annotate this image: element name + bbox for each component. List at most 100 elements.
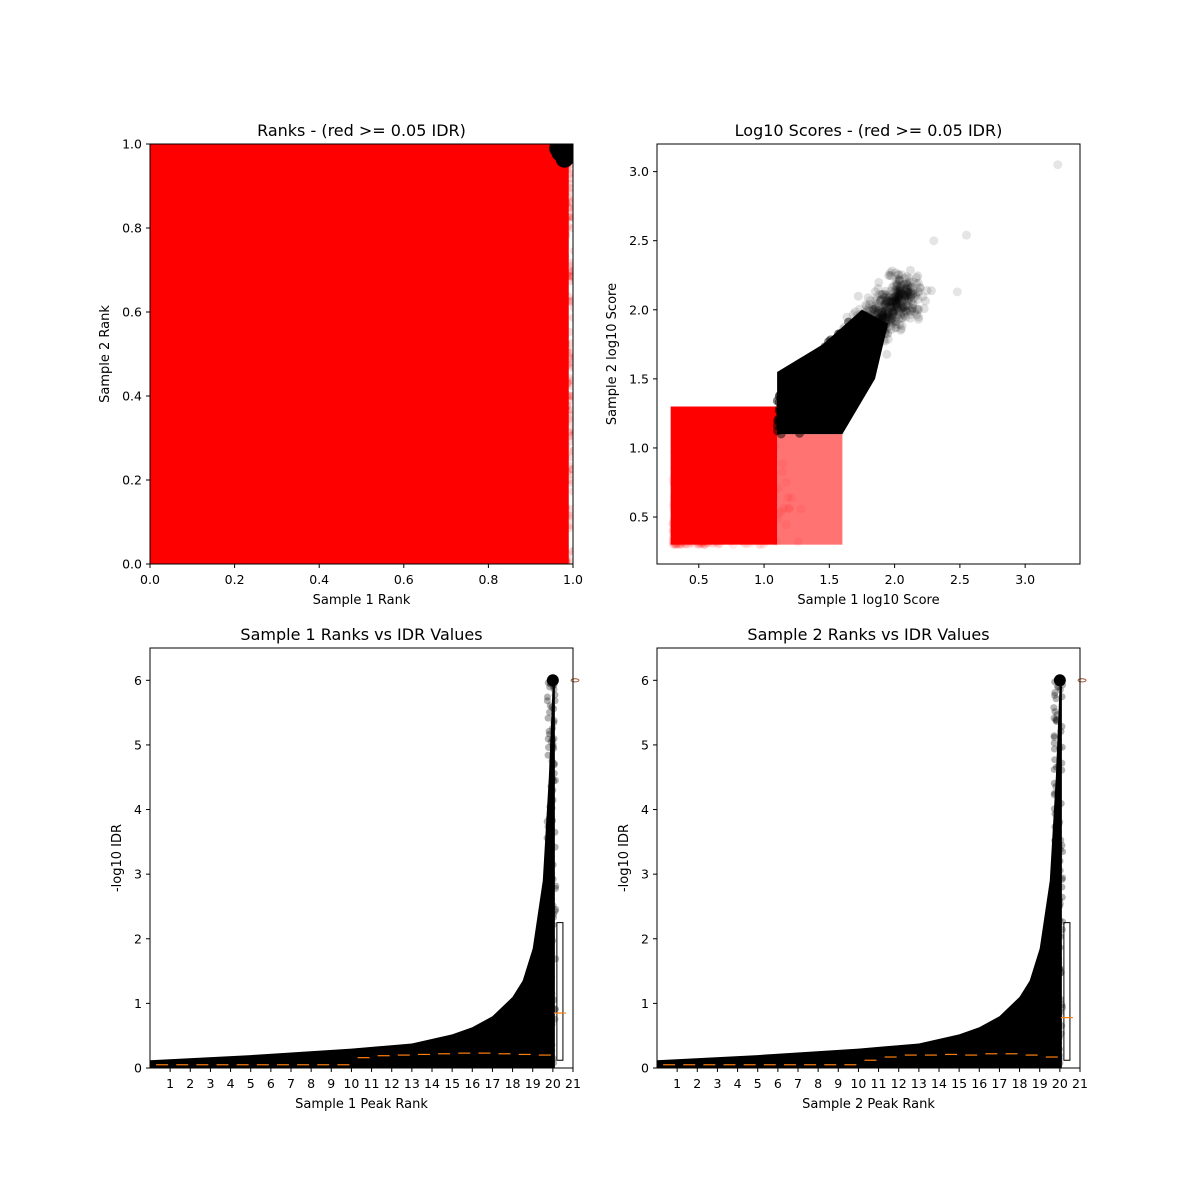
red-rank-point [568,465,573,474]
sample2-boxplot-box [1063,922,1071,1061]
red-rank-point [566,179,573,188]
black-score-point [901,283,911,293]
sample1-idr-point [544,735,552,743]
red-rank-point [559,167,568,176]
black-score-point [862,301,872,311]
log10-y-axis-label: Sample 2 log10 Score [605,283,620,425]
sample1-idr-point [551,843,559,851]
black-score-point [914,304,924,314]
black-score-point [906,309,916,319]
sample2-outlier-marker [1077,678,1087,683]
black-score-point [887,297,897,307]
black-score-point [890,305,900,315]
black-score-point [888,296,898,306]
black-score-point [888,293,898,303]
black-score-point [903,291,913,301]
sample1-idr-point [546,875,554,883]
black-score-point [900,273,910,283]
red-rank-point [566,557,573,564]
sample2-idr-point [1055,841,1063,849]
black-score-point [903,281,913,291]
red-rank-point [561,455,570,464]
sample2-idr-point [1052,879,1060,887]
black-score-point [877,303,887,313]
black-score-point [895,289,905,299]
black-score-point [892,296,902,306]
black-score-point [877,290,887,300]
sample2-idr-point [1056,933,1064,941]
red-rank-point [562,227,571,236]
sample2-idr-point [1051,1043,1059,1051]
black-score-point [899,291,909,301]
black-score-point [910,307,920,317]
black-score-point [887,318,897,328]
black-score-point [880,308,890,318]
sample1-idr-point [547,738,555,746]
sample2-idr-point [1051,941,1059,949]
black-score-point [908,299,918,309]
black-score-point [899,288,909,298]
log10-chart-title: Log10 Scores - (red >= 0.05 IDR) [735,121,1003,140]
black-score-point [888,297,898,307]
black-score-point [876,295,886,305]
black-score-point [884,296,894,306]
sample2-x-tick-label: 19 [1032,1076,1048,1091]
sample2-idr-point [1055,821,1063,829]
black-score-point [896,304,906,314]
sample2-idr-point [1057,996,1065,1004]
red-rank-point [564,271,573,280]
black-score-point [877,307,887,317]
sample2-idr-point [1055,858,1063,866]
red-rank-point [563,377,572,386]
red-rank-point [567,465,573,474]
black-score-point [868,305,878,315]
sample2-idr-point [1054,1045,1062,1053]
sample1-idr-point [547,870,555,878]
black-score-point [884,270,894,280]
black-score-point [861,300,871,310]
black-score-point [920,296,930,306]
red-rank-point [563,379,572,388]
black-rank-point [557,147,573,166]
sample1-x-tick-label: 16 [464,1076,480,1091]
black-score-point [889,309,899,319]
black-score-point [893,295,903,305]
sample1-idr-point [545,982,553,990]
black-score-point [887,311,897,321]
sample1-idr-point [547,930,555,938]
sample2-idr-point [1058,883,1066,891]
red-rank-point [559,508,568,517]
sample2-idr-point [1051,689,1059,697]
black-score-point [892,274,902,284]
log10-x-tick-label: 1.0 [754,572,774,587]
black-score-point [897,313,907,323]
black-score-point [870,301,880,311]
sample2-idr-point [1059,1004,1067,1012]
black-score-point [878,312,888,322]
sample2-idr-point [1058,743,1066,751]
sample1-idr-point [544,751,552,759]
red-rank-point [565,198,573,207]
red-rank-point [568,430,573,439]
red-rank-point [567,476,573,485]
red-rank-point [560,182,569,191]
black-score-point [887,301,897,311]
ranks-x-tick-label: 0.8 [478,572,498,587]
sample2-idr-point [1057,1030,1065,1038]
black-score-point [902,272,912,282]
log10-x-tick-label: 0.5 [689,572,709,587]
black-score-point [904,273,914,283]
sample1-idr-point [546,803,554,811]
red-rank-point [559,423,568,432]
sample2-x-tick-label: 4 [734,1076,742,1091]
sample2-idr-point [1059,848,1067,856]
sample2-x-tick-label: 8 [814,1076,822,1091]
black-score-point [881,297,891,307]
black-score-point [899,285,909,295]
ranks-y-tick-label: 0.4 [122,389,142,404]
sample2-y-tick-label: 1 [641,996,649,1011]
sample1-idr-point [546,939,554,947]
sample1-idr-point [544,889,552,897]
sample2-idr-point [1058,875,1066,883]
black-score-point [894,291,904,301]
